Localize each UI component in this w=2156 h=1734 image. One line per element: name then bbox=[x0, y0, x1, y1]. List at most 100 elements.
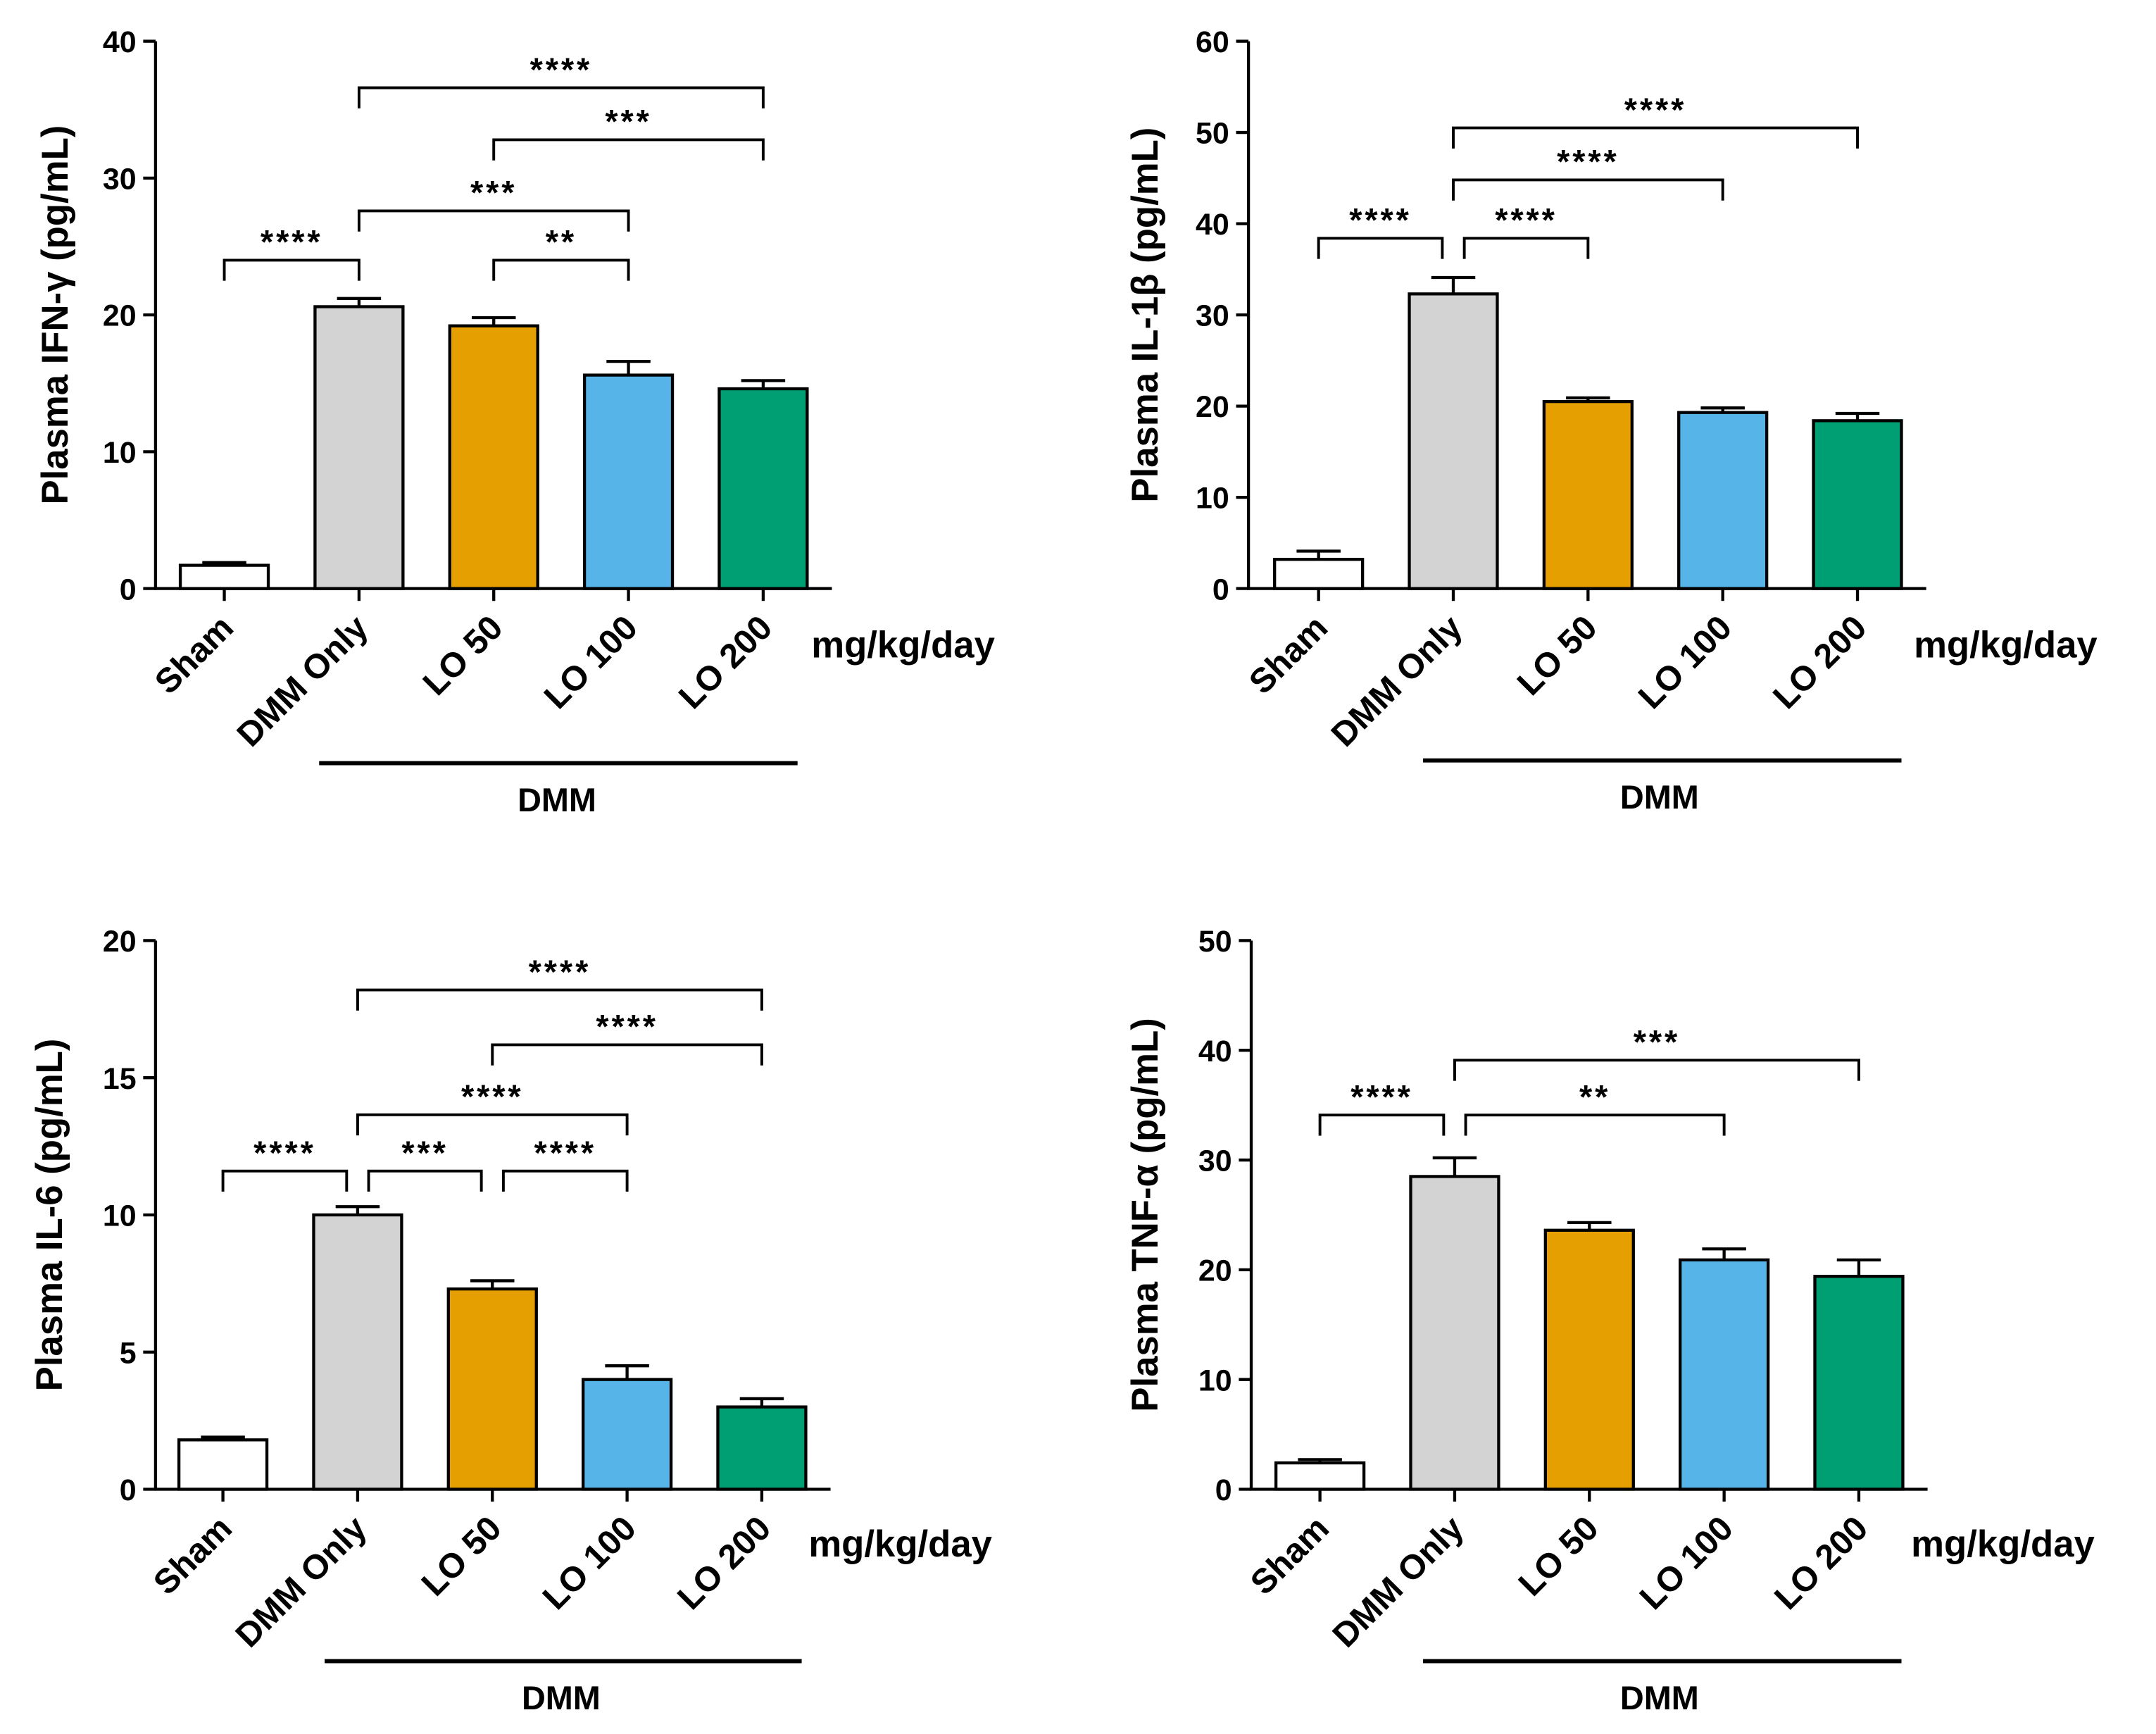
significance-bracket bbox=[1318, 1114, 1446, 1136]
y-tick-label: 40 bbox=[103, 25, 137, 59]
significance-label: **** bbox=[596, 1009, 658, 1045]
y-tick-label: 10 bbox=[103, 436, 137, 470]
x-tick-label: LO 200 bbox=[670, 1509, 778, 1617]
y-tick-label: 30 bbox=[1198, 1144, 1232, 1178]
bar bbox=[177, 1438, 269, 1491]
significance-bracket bbox=[1453, 1059, 1860, 1081]
y-tick-label: 10 bbox=[1198, 1364, 1232, 1397]
significance-label: ** bbox=[1579, 1078, 1610, 1115]
bar bbox=[717, 387, 809, 590]
significance-label: ** bbox=[546, 224, 577, 261]
y-tick-label: 0 bbox=[120, 573, 137, 606]
y-tick-label: 30 bbox=[103, 162, 137, 196]
x-tick-label: Sham bbox=[1242, 609, 1335, 701]
significance-label: **** bbox=[530, 51, 593, 88]
significance-bracket bbox=[492, 138, 765, 161]
x-tick-label: DMM Only bbox=[1324, 609, 1470, 754]
unit-label: mg/kg/day bbox=[1911, 1523, 2095, 1565]
group-label: DMM bbox=[522, 1680, 601, 1716]
x-tick-label: LO 200 bbox=[1766, 609, 1874, 716]
y-tick-label: 60 bbox=[1196, 25, 1229, 59]
y-tick-label: 0 bbox=[1212, 573, 1229, 606]
bar bbox=[1408, 292, 1499, 590]
significance-bracket bbox=[501, 1169, 629, 1192]
x-tick-label: LO 100 bbox=[1633, 1509, 1741, 1617]
significance-bracket bbox=[491, 1043, 763, 1066]
unit-label: mg/kg/day bbox=[1914, 624, 2098, 666]
bar bbox=[1677, 411, 1769, 590]
y-tick-label: 50 bbox=[1196, 117, 1229, 151]
x-tick-label: Sham bbox=[148, 609, 241, 701]
bar bbox=[1274, 1461, 1366, 1491]
significance-bracket bbox=[367, 1169, 483, 1192]
significance-label: *** bbox=[1634, 1024, 1680, 1061]
x-tick-label: DMM Only bbox=[228, 1509, 374, 1655]
x-tick-label: DMM Only bbox=[230, 609, 375, 754]
x-tick-label: LO 100 bbox=[537, 609, 645, 716]
x-tick-label: LO 200 bbox=[1767, 1509, 1875, 1617]
significance-label: **** bbox=[534, 1135, 596, 1171]
significance-label: **** bbox=[253, 1135, 316, 1171]
bar bbox=[716, 1405, 808, 1491]
significance-bracket bbox=[1317, 237, 1444, 259]
significance-bracket bbox=[357, 209, 630, 232]
x-tick-label: LO 50 bbox=[415, 1509, 509, 1604]
x-tick-label: LO 50 bbox=[1512, 1509, 1606, 1604]
group-label: DMM bbox=[518, 782, 596, 818]
significance-bracket bbox=[223, 258, 361, 281]
bar bbox=[446, 1287, 538, 1491]
bar bbox=[582, 373, 675, 590]
unit-label: mg/kg/day bbox=[808, 1523, 992, 1565]
significance-label: **** bbox=[461, 1078, 524, 1115]
y-tick-label: 20 bbox=[103, 925, 137, 959]
y-tick-label: 40 bbox=[1198, 1035, 1232, 1068]
significance-label: **** bbox=[1495, 202, 1558, 239]
y-tick-label: 20 bbox=[103, 299, 137, 333]
bar bbox=[1812, 419, 1903, 590]
bar bbox=[448, 324, 539, 590]
bar bbox=[1409, 1175, 1500, 1491]
x-tick-label: LO 100 bbox=[1631, 609, 1739, 716]
y-tick-label: 0 bbox=[120, 1473, 137, 1507]
significance-label: **** bbox=[1557, 144, 1619, 180]
significance-bracket bbox=[356, 988, 763, 1011]
y-tick-label: 0 bbox=[1215, 1473, 1232, 1507]
y-axis-label: Plasma IL-1β (pg/mL) bbox=[1124, 127, 1166, 503]
y-axis-label: Plasma TNF-α (pg/mL) bbox=[1124, 1018, 1166, 1411]
significance-bracket bbox=[221, 1169, 349, 1192]
group-label: DMM bbox=[1620, 779, 1699, 816]
bar bbox=[313, 305, 405, 590]
y-tick-label: 30 bbox=[1196, 299, 1229, 333]
bar bbox=[1813, 1275, 1905, 1491]
y-axis-label: Plasma IL-6 (pg/mL) bbox=[29, 1039, 70, 1392]
significance-label: *** bbox=[470, 175, 517, 211]
x-tick-label: LO 50 bbox=[1510, 609, 1605, 703]
bar bbox=[1543, 1228, 1635, 1491]
significance-label: **** bbox=[1349, 202, 1412, 239]
y-tick-label: 20 bbox=[1198, 1254, 1232, 1287]
bar bbox=[1542, 399, 1634, 590]
bar bbox=[178, 563, 270, 590]
y-tick-label: 40 bbox=[1196, 208, 1229, 242]
significance-label: *** bbox=[401, 1135, 448, 1171]
x-tick-label: DMM Only bbox=[1325, 1509, 1471, 1655]
significance-label: **** bbox=[261, 224, 323, 261]
unit-label: mg/kg/day bbox=[811, 624, 995, 666]
significance-label: **** bbox=[1624, 92, 1687, 128]
x-tick-label: LO 50 bbox=[416, 609, 510, 703]
significance-bracket bbox=[1462, 237, 1590, 259]
y-tick-label: 15 bbox=[103, 1062, 137, 1096]
x-tick-label: Sham bbox=[146, 1509, 239, 1602]
bar bbox=[312, 1213, 403, 1491]
y-tick-label: 10 bbox=[103, 1199, 137, 1233]
y-tick-label: 10 bbox=[1196, 482, 1229, 516]
significance-bracket bbox=[356, 1113, 629, 1136]
significance-bracket bbox=[1452, 178, 1724, 201]
significance-bracket bbox=[1452, 126, 1859, 149]
x-tick-label: LO 100 bbox=[536, 1509, 644, 1617]
